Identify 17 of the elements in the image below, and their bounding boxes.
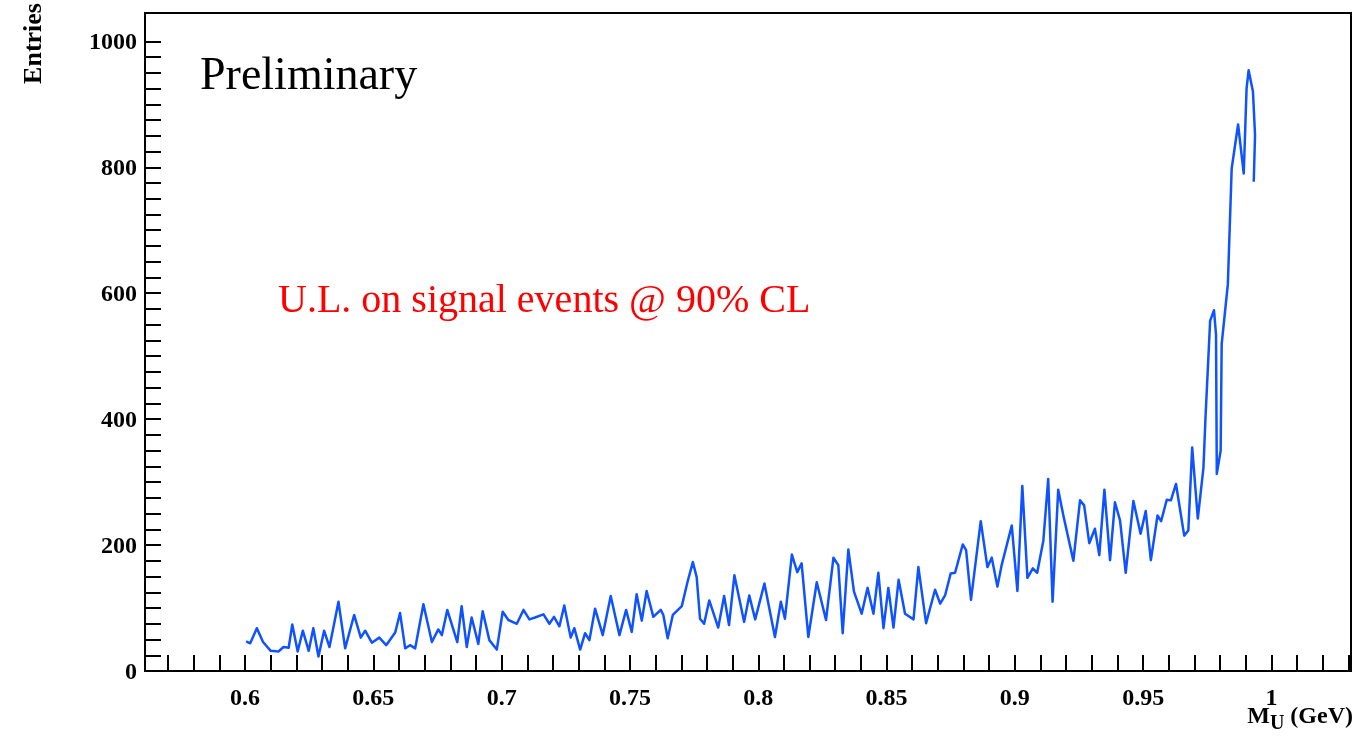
x-tick-label: 0.8 <box>743 684 774 710</box>
x-tick-label: 0.85 <box>865 684 908 710</box>
annotation: Preliminary <box>200 47 418 99</box>
y-tick-label: 200 <box>101 532 137 559</box>
y-tick-label: 800 <box>101 154 137 181</box>
y-tick-label: 600 <box>101 280 137 307</box>
x-tick-label: 0.7 <box>486 684 517 710</box>
x-tick-label: 0.6 <box>230 684 261 710</box>
x-tick-label: 0.9 <box>999 684 1030 710</box>
annotation: U.L. on signal events @ 90% CL <box>278 275 811 321</box>
y-axis-title: Entries <box>17 3 47 84</box>
x-tick-label: 0.95 <box>1122 684 1165 710</box>
x-tick-label: 0.75 <box>608 684 651 710</box>
x-tick-label: 0.65 <box>352 684 395 710</box>
y-tick-label: 400 <box>101 406 137 433</box>
y-tick-label: 0 <box>125 658 137 684</box>
y-tick-label: 1000 <box>89 28 137 55</box>
